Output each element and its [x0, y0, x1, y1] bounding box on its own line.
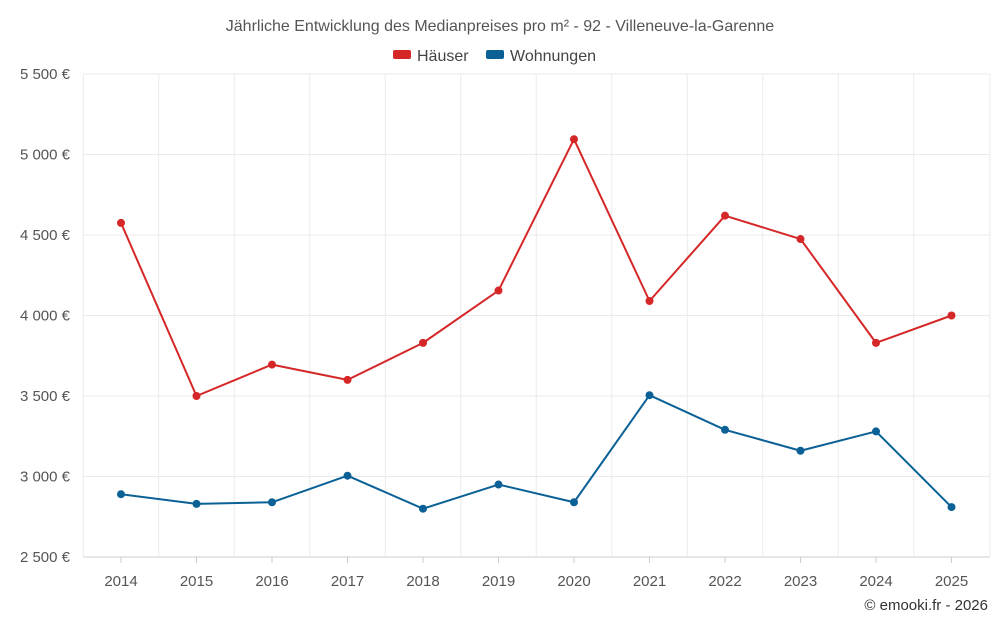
legend-swatch-haeuser — [393, 50, 411, 59]
data-point-wohnungen-2023[interactable] — [796, 446, 805, 455]
x-tick-label: 2025 — [935, 573, 968, 590]
y-tick-label: 5 500 € — [20, 66, 71, 83]
legend-label-haeuser: Häuser — [417, 48, 469, 65]
data-point-wohnungen-2018[interactable] — [419, 504, 427, 513]
x-tick-label: 2022 — [708, 573, 741, 590]
x-tick-label: 2019 — [482, 573, 515, 590]
data-point-wohnungen-2015[interactable] — [192, 499, 201, 508]
data-point-wohnungen-2017[interactable] — [343, 471, 352, 480]
legend-label-wohnungen: Wohnungen — [510, 48, 596, 65]
data-point-haeuser-2018[interactable] — [419, 338, 427, 347]
x-tick-label: 2016 — [255, 573, 288, 590]
x-tick-label: 2015 — [180, 573, 213, 590]
data-point-wohnungen-2016[interactable] — [268, 498, 276, 507]
data-point-wohnungen-2022[interactable] — [721, 425, 729, 434]
axes: 2 500 € 3 000 € 3 500 € 4 000 € 4 500 € 5 000… — [20, 66, 968, 590]
data-point-wohnungen-2019[interactable] — [494, 480, 503, 489]
grid — [82, 73, 991, 558]
data-point-haeuser-2020[interactable] — [570, 135, 578, 144]
legend-swatch-wohnungen — [486, 50, 504, 59]
x-tick-label: 2014 — [104, 573, 137, 590]
x-tick-label: 2020 — [557, 573, 590, 590]
data-point-wohnungen-2021[interactable] — [645, 391, 654, 400]
data-point-haeuser-2023[interactable] — [796, 235, 805, 244]
data-point-haeuser-2016[interactable] — [268, 360, 276, 369]
data-point-wohnungen-2025[interactable] — [947, 503, 956, 512]
series-line-wohnungen — [120, 394, 953, 510]
y-tick-label: 3 000 € — [20, 469, 71, 486]
data-point-haeuser-2015[interactable] — [192, 392, 201, 400]
x-tick-label: 2023 — [784, 573, 817, 590]
y-tick-label: 4 500 € — [20, 227, 71, 244]
data-point-wohnungen-2024[interactable] — [872, 427, 880, 436]
x-tick-label: 2018 — [406, 573, 439, 590]
data-point-haeuser-2014[interactable] — [117, 218, 125, 227]
chart-title: Jährliche Entwicklung des Medianpreises … — [226, 18, 775, 35]
series — [117, 135, 956, 513]
y-tick-label: 3 500 € — [20, 388, 71, 405]
data-point-haeuser-2024[interactable] — [872, 338, 880, 347]
data-point-haeuser-2019[interactable] — [494, 286, 503, 295]
credit-text: © emooki.fr - 2026 — [864, 597, 988, 614]
y-tick-label: 2 500 € — [20, 549, 71, 566]
series-line-haeuser — [120, 138, 952, 397]
data-point-haeuser-2022[interactable] — [721, 211, 729, 220]
data-point-haeuser-2025[interactable] — [947, 311, 956, 320]
data-point-wohnungen-2014[interactable] — [117, 490, 125, 499]
data-point-haeuser-2021[interactable] — [645, 297, 654, 306]
data-point-wohnungen-2020[interactable] — [570, 498, 578, 507]
x-tick-label: 2021 — [633, 573, 666, 590]
legend: Häuser Wohnungen — [393, 48, 596, 65]
data-point-haeuser-2017[interactable] — [343, 375, 352, 384]
x-tick-label: 2024 — [859, 573, 892, 590]
y-tick-label: 5 000 € — [20, 147, 71, 164]
x-tick-label: 2017 — [331, 573, 364, 590]
y-tick-label: 4 000 € — [20, 308, 71, 325]
